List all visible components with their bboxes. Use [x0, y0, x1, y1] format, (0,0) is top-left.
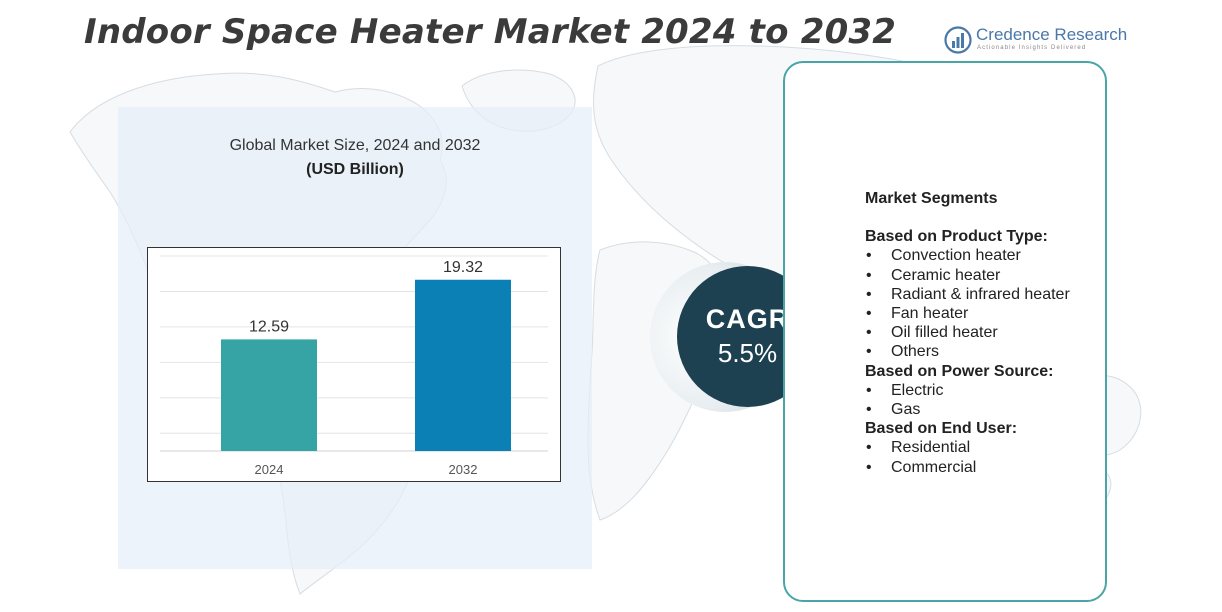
segment-group-items: Electric Gas	[865, 381, 1070, 420]
segment-item: Residential	[865, 438, 1070, 457]
segment-group-items: Residential Commercial	[865, 438, 1070, 477]
market-segments-panel: Market Segments Based on Product Type: C…	[783, 61, 1107, 602]
chart-title: Global Market Size, 2024 and 2032	[229, 137, 481, 154]
bar-2032	[415, 279, 511, 451]
segment-item: Gas	[865, 400, 1070, 419]
chart-subtitle: (USD Billion)	[306, 161, 404, 178]
segments-heading: Market Segments	[865, 190, 998, 207]
segment-item: Ceramic heater	[865, 266, 1070, 285]
market-size-panel: Global Market Size, 2024 and 2032 (USD B…	[118, 107, 592, 569]
segment-item: Fan heater	[865, 304, 1070, 323]
bar-chart-frame: 12.59 2024 19.32 2032	[147, 247, 561, 482]
segment-group-title: Based on End User:	[865, 420, 1018, 438]
brand-tagline: Actionable Insights Delivered	[977, 45, 1087, 51]
brand-name: Credence Research	[976, 25, 1128, 44]
segments-list: Market Segments Based on Product Type: C…	[865, 189, 1070, 477]
segment-group-items: Convection heater Ceramic heater Radiant…	[865, 246, 1070, 361]
cagr-value: 5.5%	[717, 338, 778, 368]
segment-item: Others	[865, 342, 1070, 361]
segment-item: Electric	[865, 381, 1070, 400]
bar-2024	[221, 339, 317, 451]
data-label: 12.59	[249, 318, 289, 335]
segment-group-title: Based on Product Type:	[865, 228, 1048, 246]
data-label: 19.32	[443, 259, 483, 276]
x-tick-label: 2024	[255, 462, 284, 477]
brand-logo: Credence Research Actionable Insights De…	[944, 24, 1128, 54]
segment-item: Oil filled heater	[865, 323, 1070, 342]
bar-chart: 12.59 2024 19.32 2032	[160, 255, 548, 477]
segment-group-title: Based on Power Source:	[865, 362, 1054, 380]
x-tick-label: 2032	[449, 462, 478, 477]
segment-item: Commercial	[865, 458, 1070, 477]
bar-chart-logo-icon	[944, 26, 972, 54]
segment-item: Radiant & infrared heater	[865, 285, 1070, 304]
cagr-label: CAGR	[705, 304, 790, 334]
page-title: Indoor Space Heater Market 2024 to 2032	[84, 12, 897, 52]
segment-item: Convection heater	[865, 246, 1070, 265]
